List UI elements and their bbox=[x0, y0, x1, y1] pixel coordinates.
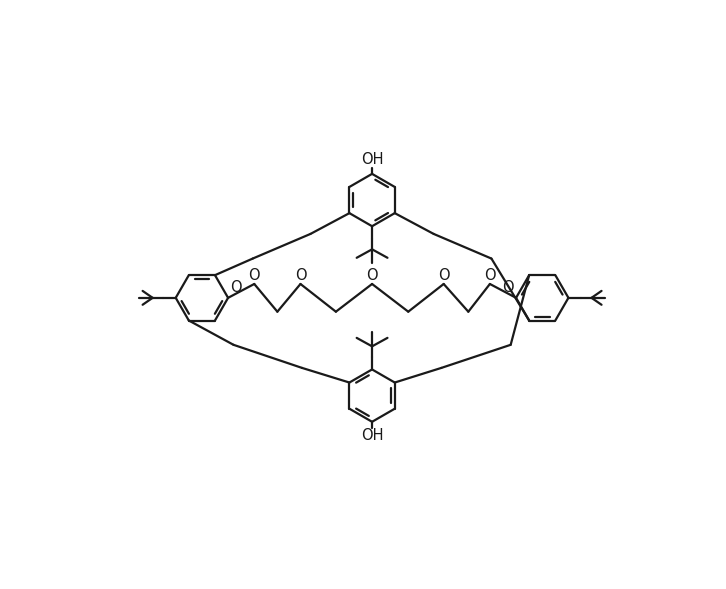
Text: O: O bbox=[484, 268, 496, 283]
Text: O: O bbox=[502, 280, 514, 295]
Text: O: O bbox=[248, 268, 260, 283]
Text: O: O bbox=[438, 268, 449, 283]
Text: O: O bbox=[230, 280, 242, 295]
Text: O: O bbox=[295, 268, 306, 283]
Text: OH: OH bbox=[362, 153, 384, 167]
Text: O: O bbox=[366, 268, 378, 283]
Text: OH: OH bbox=[362, 428, 384, 443]
